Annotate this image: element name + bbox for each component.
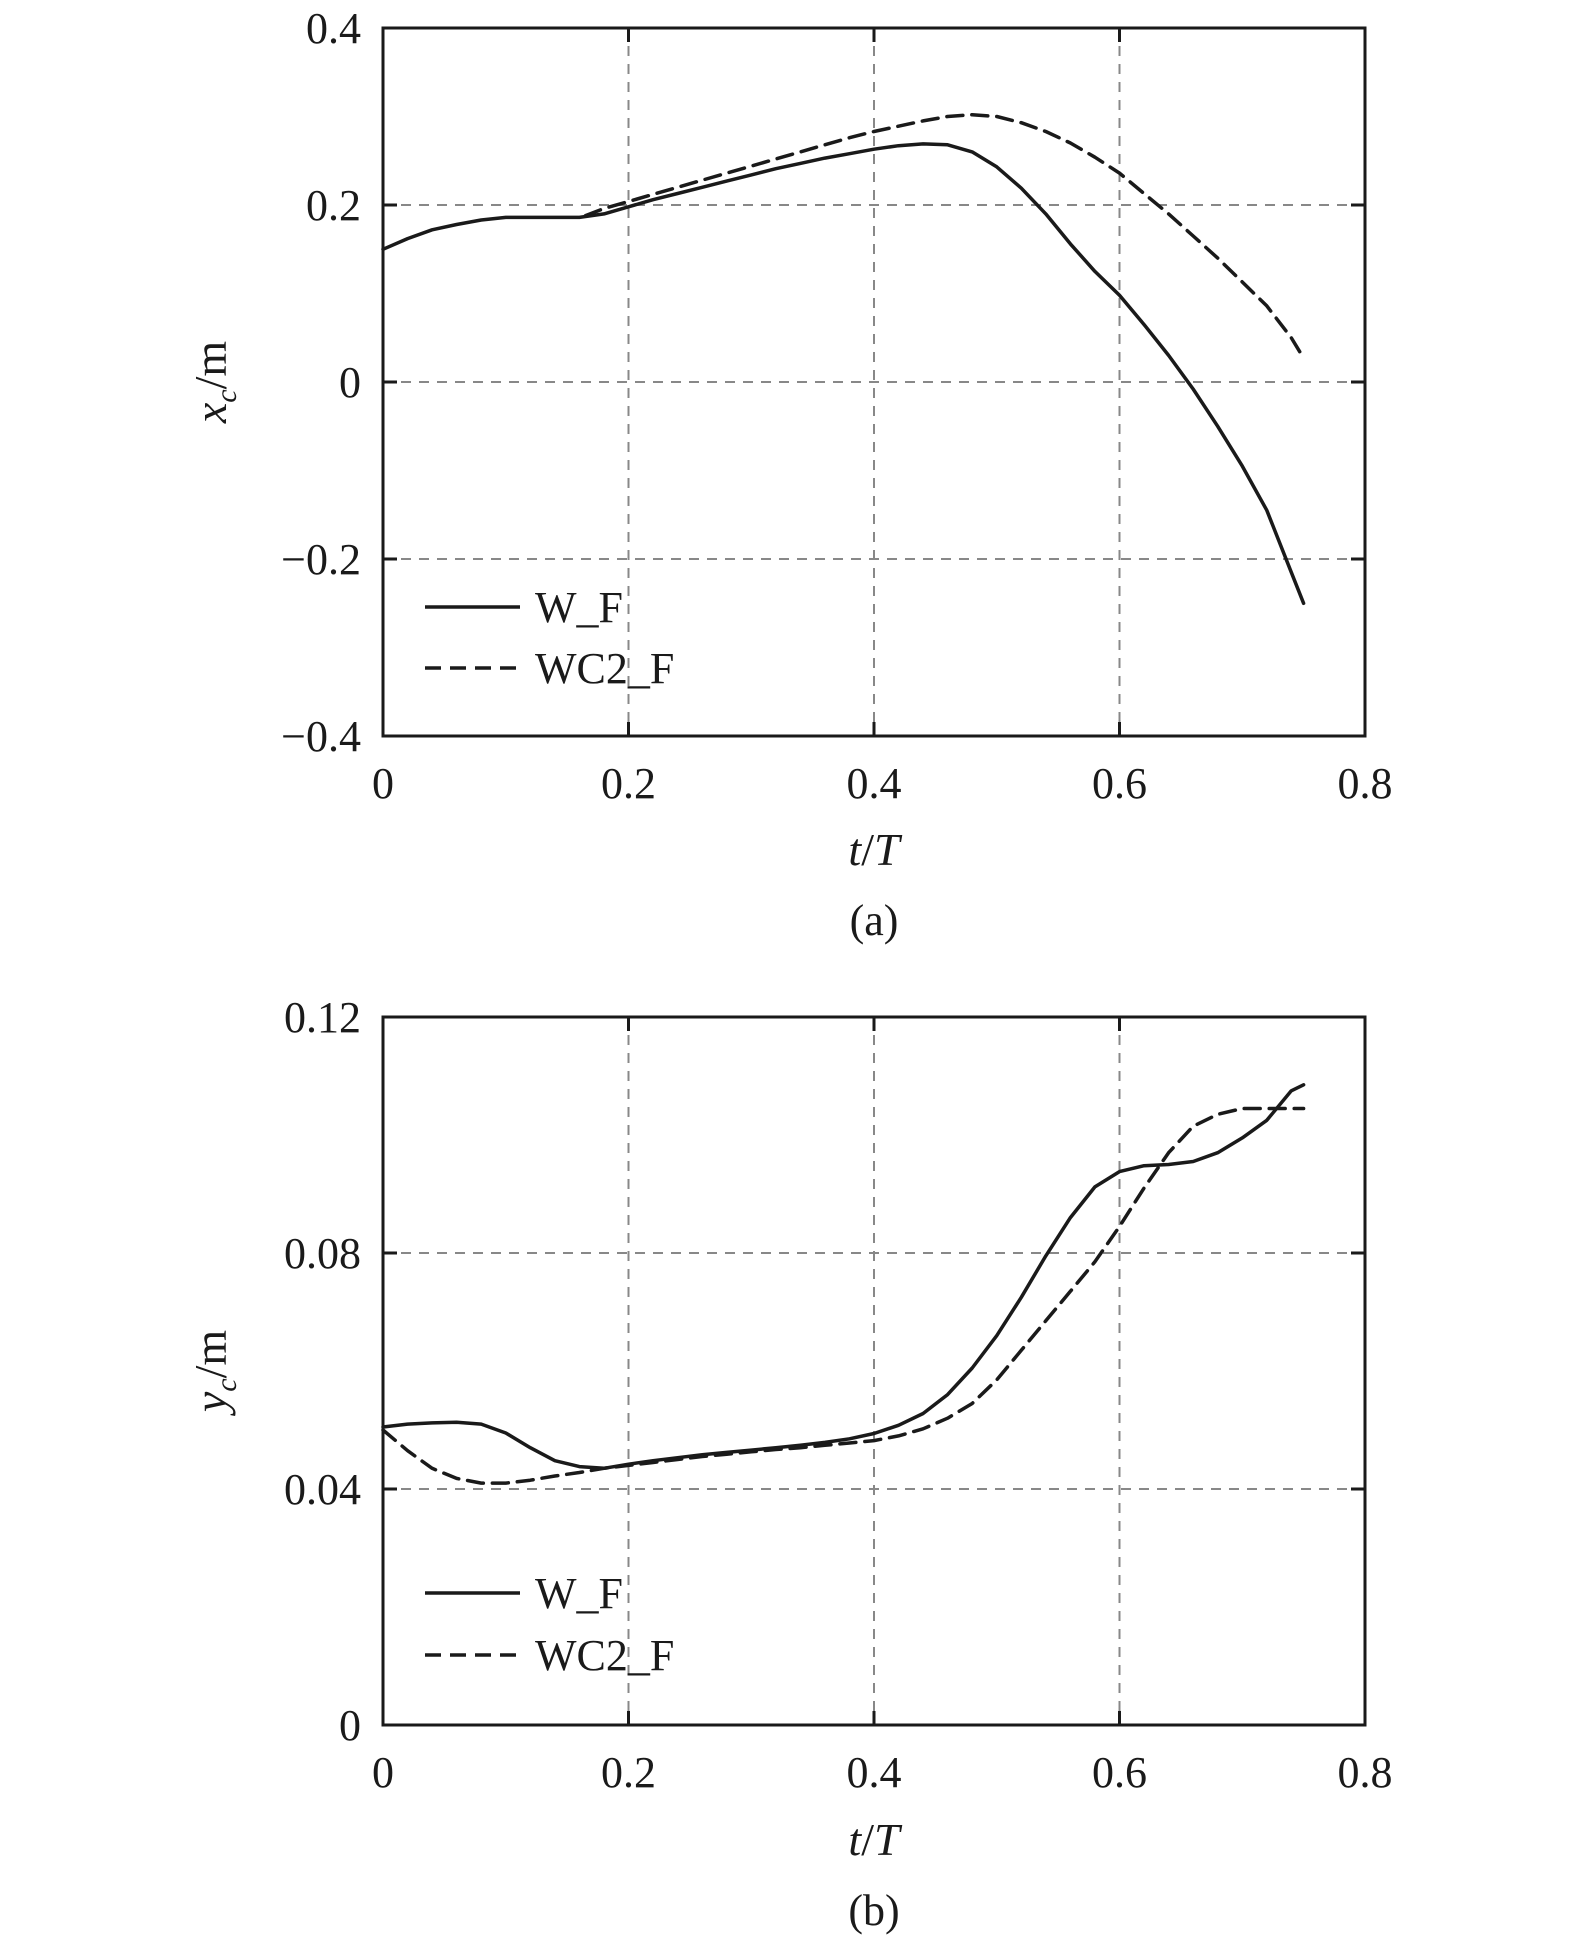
x-tick-label: 0.8 (1338, 1748, 1393, 1797)
axis-ticks-a (381, 26, 1367, 738)
chart-panel-a: 0 0.2 0.4 0.6 0.8 −0.4 −0.2 0 0.2 0.4 t/T xc/m W… (185, 4, 1393, 945)
y-tick-label: 0 (339, 1701, 361, 1750)
x-tick-label: 0.8 (1338, 759, 1393, 808)
series-line-wc2-f (381, 1106, 1306, 1485)
y-tick-label: 0 (339, 358, 361, 407)
x-tick-label: 0 (372, 759, 394, 808)
y-tick-label: 0.08 (284, 1229, 361, 1278)
y-tick-label: −0.2 (281, 535, 361, 584)
x-tick-label: 0.2 (601, 759, 656, 808)
x-tick-label: 0.6 (1092, 1748, 1147, 1797)
series-line-wc2-f (583, 112, 1306, 360)
caption-a: (a) (850, 896, 899, 945)
legend-label-wc2-f-b: WC2_F (535, 1631, 674, 1680)
chart-panel-b: 0 0.2 0.4 0.6 0.8 0 0.04 0.08 0.12 t/T yc/m W_F… (185, 993, 1393, 1935)
y-tick-labels-a: −0.4 −0.2 0 0.2 0.4 (281, 4, 361, 761)
series-group-a (381, 112, 1306, 606)
x-axis-title-a: t/T (848, 824, 903, 875)
axis-ticks-b (381, 1015, 1367, 1727)
legend-label-wc2-f-a: WC2_F (535, 644, 674, 693)
series-group-b (381, 1083, 1306, 1485)
x-tick-label: 0 (372, 1748, 394, 1797)
x-tick-label: 0.2 (601, 1748, 656, 1797)
y-tick-label: 0.04 (284, 1465, 361, 1514)
x-tick-label: 0.4 (847, 1748, 902, 1797)
legend-b: W_F WC2_F (425, 1569, 674, 1680)
x-tick-label: 0.6 (1092, 759, 1147, 808)
caption-b: (b) (848, 1886, 899, 1935)
grid-lines-b (383, 1017, 1365, 1725)
series-line-w-f (381, 142, 1306, 606)
y-axis-title-b: yc/m (185, 1330, 243, 1417)
x-axis-title-b: t/T (848, 1814, 903, 1865)
y-tick-label: 0.2 (306, 181, 361, 230)
legend-label-w-f-b: W_F (535, 1569, 623, 1618)
grid-lines-a (383, 28, 1365, 736)
x-tick-label: 0.4 (847, 759, 902, 808)
legend-a: W_F WC2_F (425, 583, 674, 693)
x-tick-labels-a: 0 0.2 0.4 0.6 0.8 (372, 759, 1393, 808)
y-axis-title-a: xc/m (185, 341, 243, 425)
legend-label-w-f-a: W_F (535, 583, 623, 632)
y-tick-label: −0.4 (281, 712, 361, 761)
y-tick-label: 0.4 (306, 4, 361, 53)
y-tick-labels-b: 0 0.04 0.08 0.12 (284, 993, 361, 1750)
x-tick-labels-b: 0 0.2 0.4 0.6 0.8 (372, 1748, 1393, 1797)
y-tick-label: 0.12 (284, 993, 361, 1042)
series-line-w-f (381, 1083, 1306, 1471)
